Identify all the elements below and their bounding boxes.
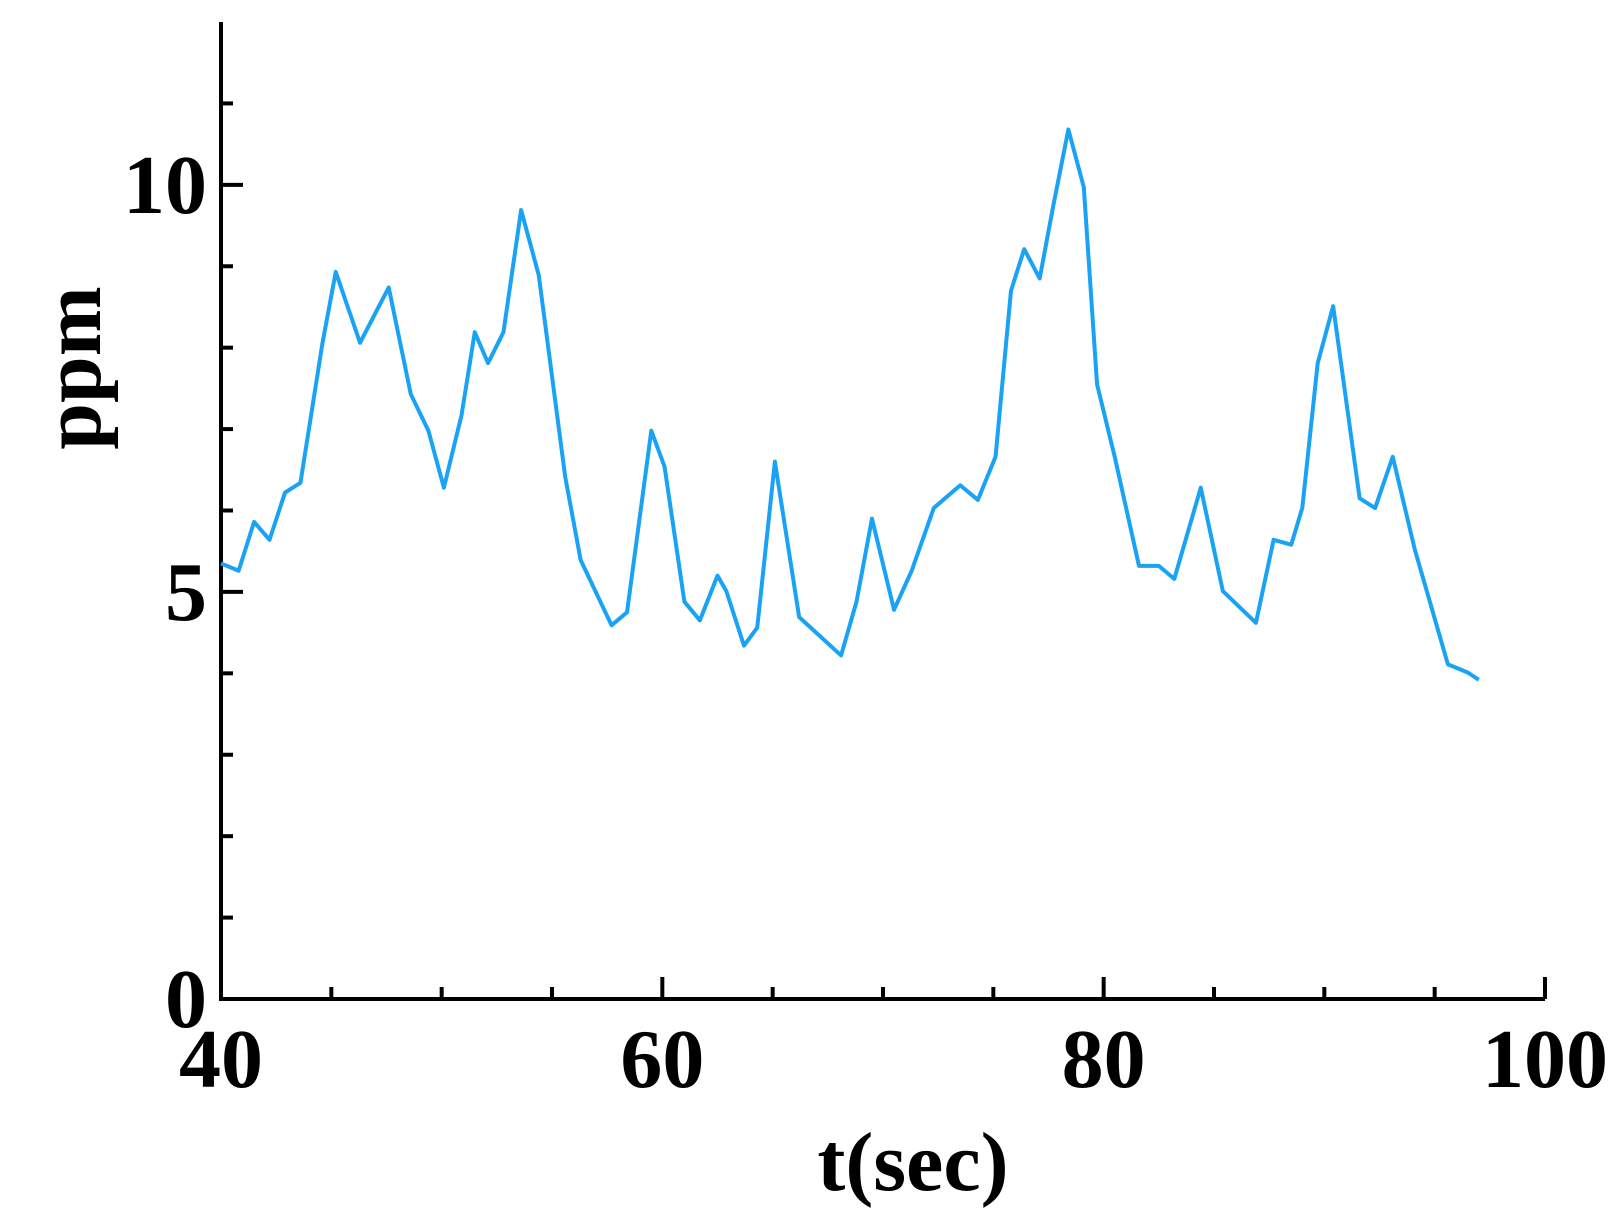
x-tick-label: 60: [620, 1013, 704, 1106]
y-tick-label: 10: [123, 139, 207, 232]
y-axis-label: ppm: [26, 286, 119, 449]
x-tick-label: 40: [179, 1013, 263, 1106]
x-tick-label: 80: [1062, 1013, 1146, 1106]
x-tick-label: 100: [1482, 1013, 1608, 1106]
y-tick-label: 5: [165, 546, 207, 639]
data-line: [220, 127, 1480, 682]
y-tick-label: 0: [165, 953, 207, 1046]
x-axis-label: t(sec): [817, 1116, 1008, 1209]
